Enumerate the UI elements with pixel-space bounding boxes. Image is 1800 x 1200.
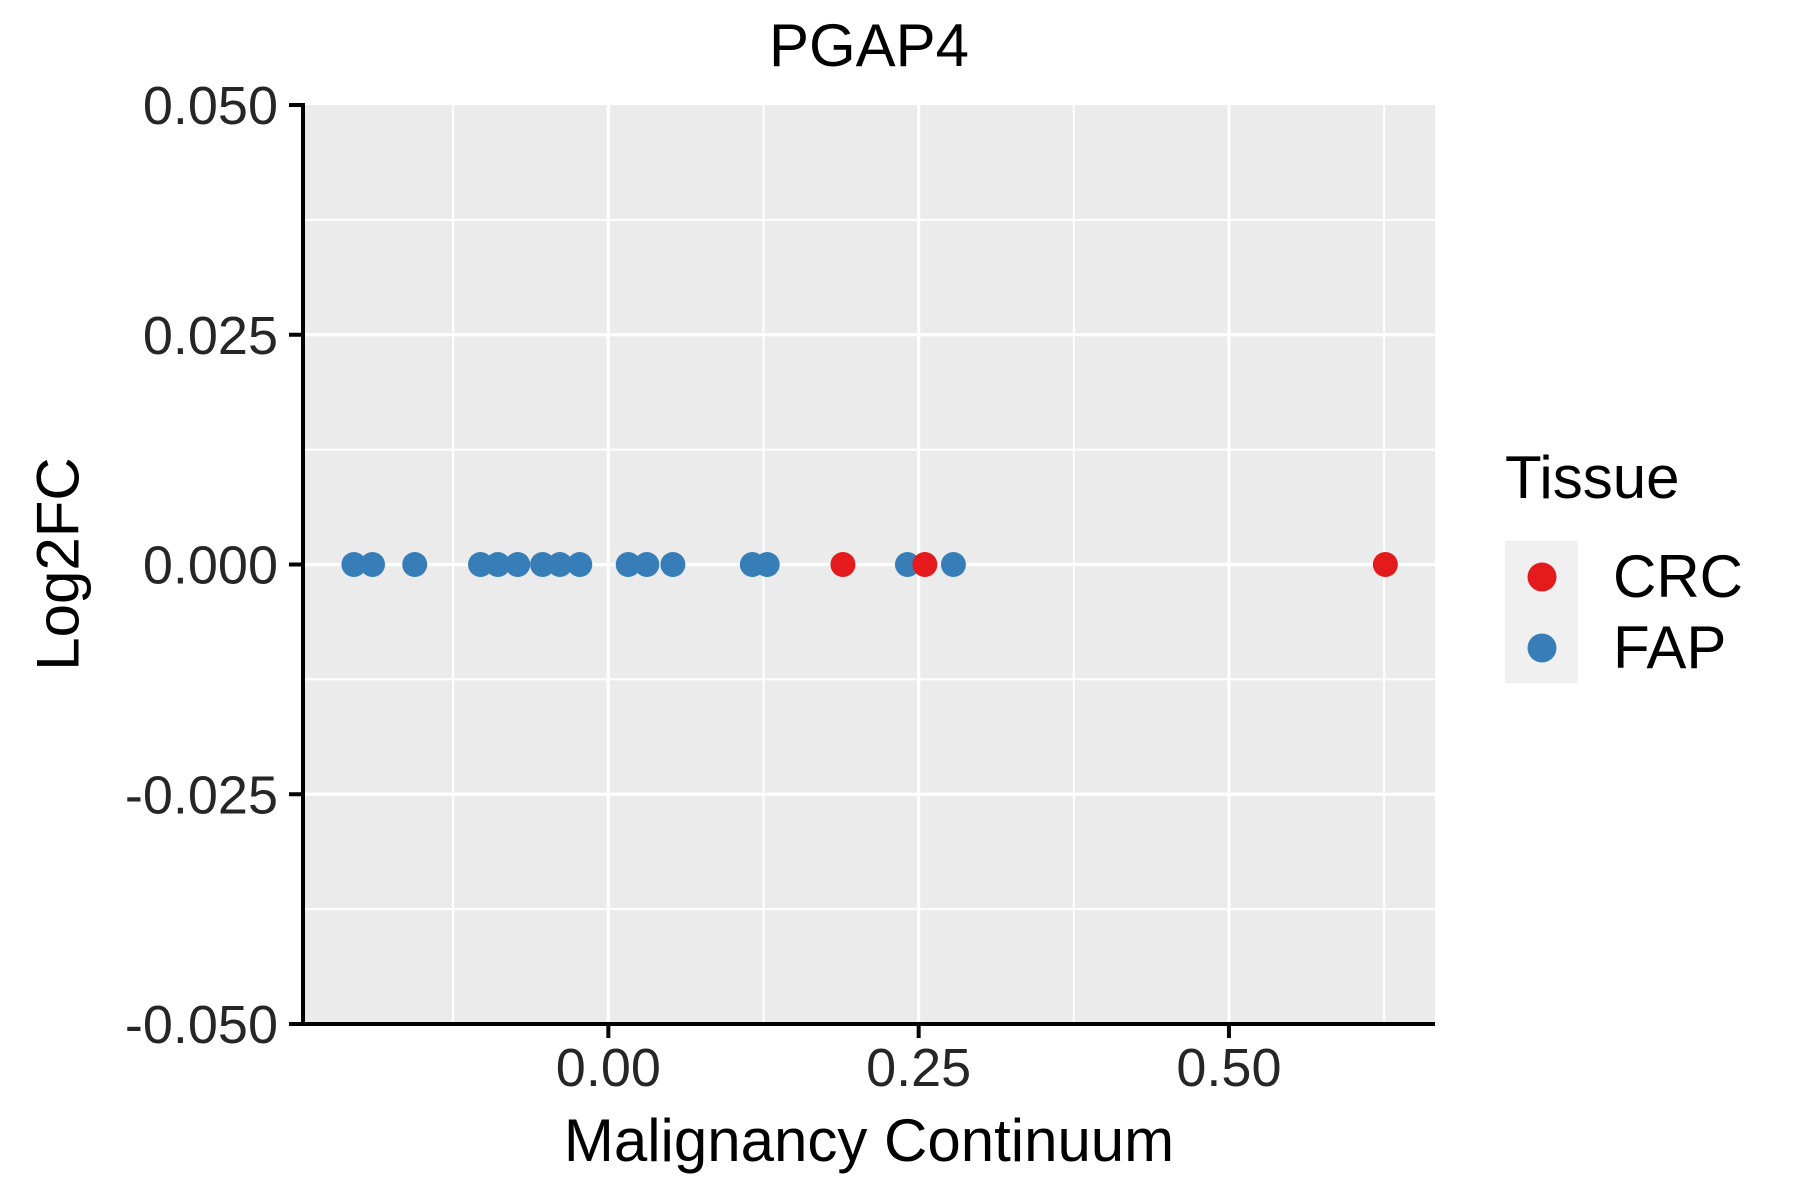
data-point-fap <box>754 552 780 577</box>
y-tick-label: -0.025 <box>125 765 278 825</box>
data-point-fap <box>360 552 386 577</box>
legend-label-crc: CRC <box>1613 543 1743 610</box>
fap-dot-icon <box>1527 633 1556 662</box>
data-point-fap <box>940 552 966 577</box>
x-tick-label: 0.50 <box>1176 1038 1281 1098</box>
legend-label-fap: FAP <box>1613 614 1727 681</box>
data-point-fap <box>530 552 556 577</box>
x-tick-label: 0.00 <box>556 1038 661 1098</box>
data-point-crc <box>1372 552 1398 577</box>
data-point-fap <box>634 552 660 577</box>
y-tick-label: 0.000 <box>143 536 278 596</box>
data-point-fap <box>341 552 367 577</box>
data-point-fap <box>894 552 920 577</box>
legend-key-fap <box>1505 612 1578 683</box>
x-tick-label: 0.25 <box>866 1038 971 1098</box>
data-point-fap <box>505 552 531 577</box>
data-point-fap <box>547 552 573 577</box>
chart-title: PGAP4 <box>768 12 970 79</box>
data-point-fap <box>567 552 593 577</box>
y-axis-title: Log2FC <box>24 457 92 671</box>
y-tick-label: 0.025 <box>143 306 278 366</box>
data-point-fap <box>660 552 686 577</box>
y-tick-label: 0.050 <box>143 76 278 136</box>
y-tick-label: -0.050 <box>125 995 278 1055</box>
data-point-fap <box>485 552 511 577</box>
data-point-crc <box>830 552 856 577</box>
data-point-fap <box>467 552 493 577</box>
crc-dot-icon <box>1527 562 1556 591</box>
legend-key-crc <box>1505 541 1578 612</box>
data-point-fap <box>615 552 641 577</box>
legend: Tissue CRC FAP <box>1505 0 1800 1200</box>
data-point-crc <box>912 552 938 577</box>
x-axis-title: Malignancy Continuum <box>563 1107 1175 1174</box>
data-point-fap <box>402 552 428 577</box>
legend-title: Tissue <box>1505 444 1680 511</box>
